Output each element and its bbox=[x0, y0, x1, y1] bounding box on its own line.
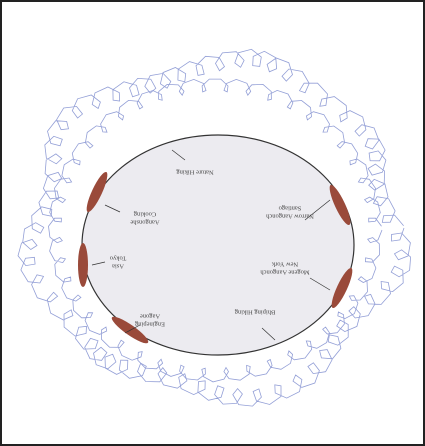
label-line: Mogene Aangonch bbox=[260, 269, 310, 276]
label-line: Narrow Aangonch bbox=[265, 213, 314, 220]
label: Bhiping Hiking bbox=[234, 309, 275, 316]
label-line: Engineping bbox=[134, 321, 165, 328]
label-line: Aagone bbox=[140, 313, 160, 320]
label-line: Bhiping Hiking bbox=[234, 309, 275, 316]
label-line: Aangonshe bbox=[130, 219, 159, 226]
label-line: Cooking bbox=[133, 211, 156, 218]
label-line: New York bbox=[271, 261, 298, 268]
label-line: Tokyo bbox=[110, 255, 127, 262]
label-line: Santiago bbox=[279, 205, 302, 212]
seat bbox=[78, 243, 88, 287]
drawing: Nature Hiking Narrow AangonchSantiago Aang… bbox=[0, 0, 425, 446]
label: Nature Hiking bbox=[176, 169, 214, 176]
label-line: Nature Hiking bbox=[176, 169, 214, 176]
label-line: Asia bbox=[112, 263, 124, 270]
